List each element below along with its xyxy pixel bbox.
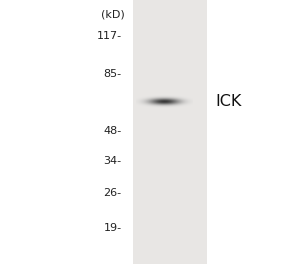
Text: 48-: 48-: [104, 126, 122, 136]
Text: ICK: ICK: [215, 94, 241, 109]
Text: (kD): (kD): [101, 9, 125, 19]
Text: 19-: 19-: [104, 223, 122, 233]
Text: 34-: 34-: [104, 156, 122, 166]
Text: 26-: 26-: [104, 188, 122, 198]
Text: 85-: 85-: [104, 69, 122, 79]
FancyBboxPatch shape: [133, 0, 207, 264]
Text: 117-: 117-: [97, 31, 122, 41]
